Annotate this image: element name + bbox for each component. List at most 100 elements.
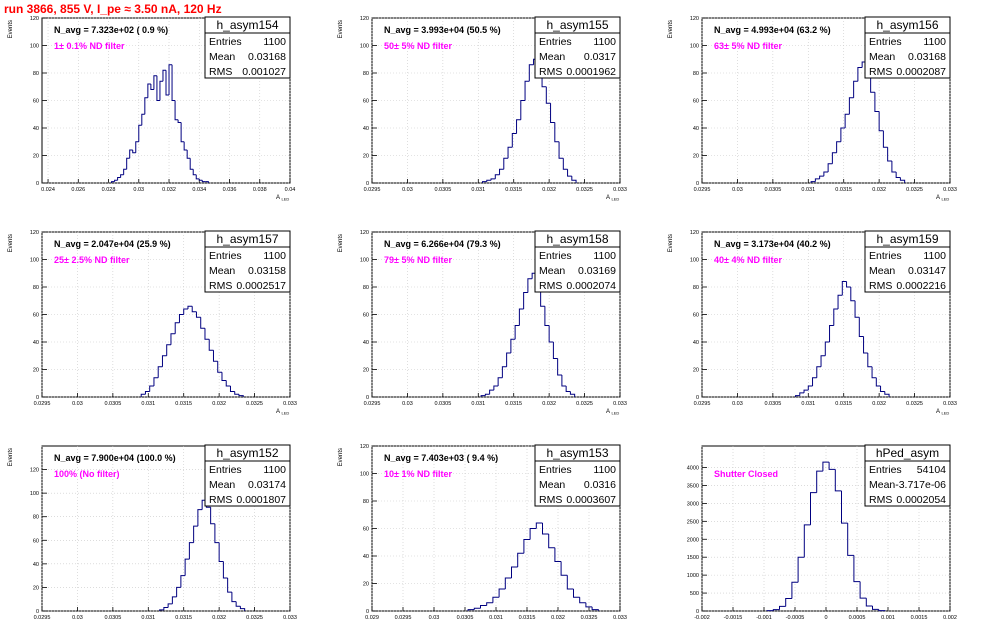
x-tick-label: 0.032 (542, 401, 556, 407)
x-tick-label: 0.0295 (694, 187, 711, 193)
y-tick-label: 120 (690, 16, 699, 22)
stats-key: Entries (869, 250, 902, 262)
y-tick-label: 40 (693, 126, 699, 132)
y-tick-label: 2500 (687, 519, 699, 525)
stats-key: Entries (539, 464, 572, 476)
avg-label: N_avg = 6.266e+04 (79.3 %) (384, 239, 501, 249)
x-tick-label: -0.0015 (724, 615, 743, 621)
filter-label: 100% (No filter) (54, 469, 120, 479)
stats-key: Mean (869, 479, 895, 491)
y-tick-label: 0 (36, 609, 39, 615)
y-tick-label: 20 (33, 585, 39, 591)
avg-label: N_avg = 7.323e+02 ( 0.9 %) (54, 25, 168, 35)
filter-label: 63± 5% ND filter (714, 41, 782, 51)
x-axis-title-main: A (276, 409, 280, 415)
stats-key: RMS (539, 66, 562, 78)
x-axis-title-subscript: LED (612, 411, 620, 416)
y-tick-label: 20 (693, 368, 699, 374)
y-tick-label: 60 (363, 527, 369, 533)
y-tick-label: 60 (363, 313, 369, 319)
avg-label: N_avg = 2.047e+04 (25.9 %) (54, 239, 171, 249)
histogram-name: h_asym157 (216, 232, 278, 246)
y-tick-label: 60 (33, 99, 39, 105)
y-tick-label: 80 (33, 285, 39, 291)
avg-label: N_avg = 7.900e+04 (100.0 %) (54, 453, 176, 463)
x-tick-label: 0.033 (613, 615, 627, 621)
x-tick-label: 0.024 (41, 187, 55, 193)
y-tick-label: 100 (690, 258, 699, 264)
x-tick-label: 0.0315 (519, 615, 536, 621)
stats-key: Entries (539, 36, 572, 48)
y-tick-label: 80 (693, 285, 699, 291)
stats-value: 0.0002216 (896, 280, 946, 292)
stats-value: 1100 (923, 36, 946, 48)
stats-key: Entries (209, 36, 242, 48)
y-tick-label: 120 (30, 468, 39, 474)
y-tick-label: 120 (30, 230, 39, 236)
y-tick-label: 100 (30, 491, 39, 497)
y-tick-label: 80 (693, 71, 699, 77)
x-tick-label: 0.033 (613, 187, 627, 193)
y-tick-label: 100 (360, 472, 369, 478)
x-tick-label: 0.032 (872, 401, 886, 407)
stats-value: 0.0002517 (236, 280, 286, 292)
x-tick-label: 0.031 (489, 615, 503, 621)
filter-label: Shutter Closed (714, 469, 778, 479)
x-tick-label: 0.033 (943, 401, 957, 407)
x-tick-label: 0.0325 (906, 187, 923, 193)
stats-key: Mean (209, 479, 235, 491)
x-tick-label: 0.0325 (581, 615, 598, 621)
stats-key: Entries (869, 36, 902, 48)
histogram-name: h_asym155 (546, 18, 608, 32)
y-tick-label: 100 (30, 258, 39, 264)
y-axis-title: Events (668, 234, 674, 252)
stats-key: Entries (209, 250, 242, 262)
histogram-name: h_asym158 (546, 232, 608, 246)
stats-value: 1100 (923, 250, 946, 262)
x-tick-label: 0.032 (551, 615, 565, 621)
y-tick-label: 0 (366, 609, 369, 615)
x-tick-label: 0.031 (801, 401, 815, 407)
x-tick-label: 0.031 (801, 187, 815, 193)
x-tick-label: 0.0295 (34, 615, 51, 621)
x-tick-label: 0.0315 (175, 401, 192, 407)
y-tick-label: 1000 (687, 573, 699, 579)
x-tick-label: 0.0305 (764, 187, 781, 193)
y-tick-label: 0 (366, 395, 369, 401)
y-tick-label: 3000 (687, 501, 699, 507)
x-axis-title-subscript: LED (282, 197, 290, 202)
x-tick-label: 0.0295 (364, 187, 381, 193)
y-tick-label: 1500 (687, 555, 699, 561)
y-tick-label: 0 (696, 181, 699, 187)
y-tick-label: 60 (363, 99, 369, 105)
y-tick-label: 20 (363, 154, 369, 160)
x-tick-label: 0.033 (283, 401, 297, 407)
y-tick-label: 2000 (687, 537, 699, 543)
y-tick-label: 120 (690, 230, 699, 236)
stats-key: RMS (209, 66, 232, 78)
x-tick-label: 0.033 (283, 615, 297, 621)
y-tick-label: 80 (33, 515, 39, 521)
x-tick-label: 0.033 (943, 187, 957, 193)
x-tick-label: 0.0295 (395, 615, 412, 621)
x-tick-label: 0.032 (542, 187, 556, 193)
x-tick-label: 0.029 (365, 615, 379, 621)
stats-value: 1100 (593, 36, 616, 48)
x-tick-label: 0.03 (732, 187, 743, 193)
stats-value: 0.03147 (908, 265, 946, 277)
y-tick-label: 60 (693, 313, 699, 319)
x-tick-label: 0.0005 (849, 615, 866, 621)
histogram-name: hPed_asym (876, 446, 939, 460)
stats-value: 0.03168 (908, 51, 946, 63)
y-tick-label: 80 (33, 71, 39, 77)
avg-label: N_avg = 3.993e+04 (50.5 %) (384, 25, 501, 35)
x-tick-label: 0.026 (71, 187, 85, 193)
y-axis-title: Events (8, 234, 14, 252)
